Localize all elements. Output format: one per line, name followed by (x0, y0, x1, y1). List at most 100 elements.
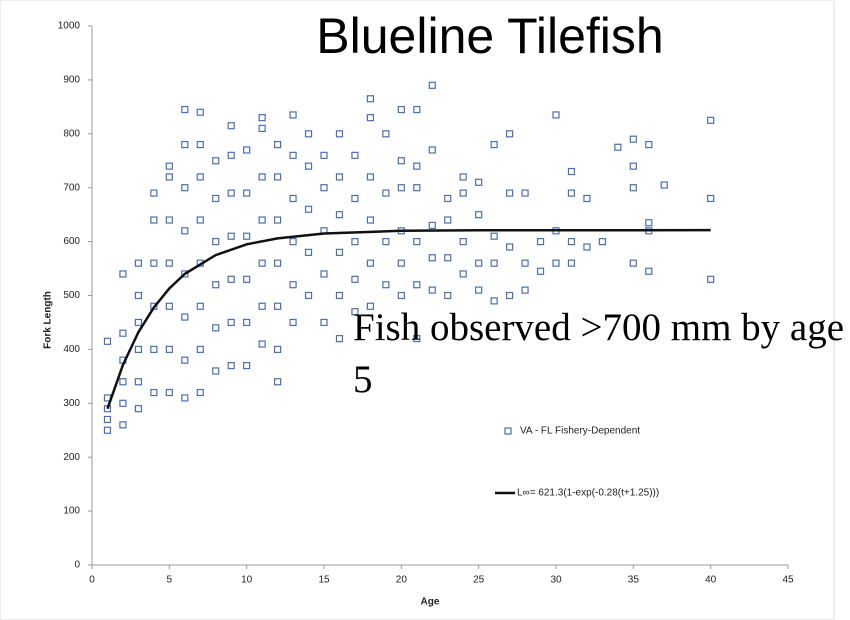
x-tick-label: 35 (628, 575, 640, 586)
data-point (258, 216, 266, 224)
data-point (258, 259, 266, 267)
data-point (274, 302, 282, 310)
data-point (304, 130, 313, 138)
data-point (289, 111, 297, 119)
data-point (289, 238, 297, 246)
data-point (258, 302, 266, 310)
data-point (196, 302, 204, 310)
data-point (181, 356, 189, 364)
data-point (413, 105, 421, 114)
data-point (134, 291, 142, 300)
data-point (165, 259, 173, 267)
data-point (366, 259, 374, 267)
x-tick-label: 25 (473, 575, 485, 586)
data-point (351, 275, 359, 283)
data-point (119, 399, 127, 407)
data-point (181, 227, 189, 235)
y-tick-label: 200 (63, 452, 80, 463)
data-point (366, 173, 374, 181)
data-point (428, 146, 436, 154)
x-tick-label: 15 (318, 575, 330, 586)
y-tick-label: 400 (63, 344, 80, 355)
data-point (227, 122, 235, 130)
data-point (444, 254, 452, 262)
data-point (413, 281, 421, 289)
data-point (320, 318, 328, 327)
data-point (475, 259, 483, 267)
data-point (475, 178, 483, 186)
data-point (397, 105, 405, 114)
data-point (227, 232, 235, 240)
data-point (382, 189, 390, 197)
annotation: Fish observed >700 mm by age 5 (353, 306, 845, 401)
data-point (397, 259, 405, 267)
data-point (304, 291, 313, 300)
data-point (243, 361, 251, 370)
data-point (196, 140, 204, 149)
data-point (289, 281, 297, 289)
y-tick-label: 900 (63, 75, 80, 86)
data-point (304, 205, 313, 213)
data-point (459, 173, 467, 181)
data-point (506, 243, 514, 251)
data-point (536, 267, 545, 275)
data-point (428, 221, 436, 230)
data-point (274, 378, 282, 386)
data-point (459, 270, 467, 278)
data-point (134, 259, 142, 267)
data-point (274, 173, 282, 181)
data-point (165, 302, 173, 310)
data-point (150, 216, 158, 224)
data-point (181, 313, 189, 321)
data-point (506, 130, 514, 138)
legend-marker (504, 427, 512, 435)
data-point (382, 238, 390, 246)
data-point (227, 318, 235, 327)
data-point (459, 238, 467, 246)
data-point (506, 189, 514, 197)
data-point (243, 232, 251, 240)
data-point (428, 254, 436, 262)
data-point (227, 151, 235, 159)
y-tick-label: 600 (63, 236, 80, 247)
data-point (490, 140, 498, 149)
data-point (490, 297, 498, 305)
y-tick-label: 700 (63, 182, 80, 193)
chart-title: Blueline Tilefish (316, 8, 663, 64)
data-point (335, 130, 344, 138)
data-point (645, 267, 653, 275)
y-tick-label: 800 (63, 128, 80, 139)
data-point (335, 248, 344, 256)
data-point (258, 173, 266, 181)
data-point (134, 345, 142, 353)
data-point (274, 345, 282, 353)
data-point (258, 124, 266, 133)
data-point (335, 211, 344, 219)
data-point (521, 286, 529, 294)
data-point (274, 140, 282, 149)
x-tick-label: 30 (550, 575, 562, 586)
data-point (366, 302, 374, 310)
data-point (320, 270, 328, 278)
data-point (196, 108, 204, 116)
data-point (397, 157, 405, 165)
data-point (521, 189, 529, 197)
y-tick-label: 100 (63, 506, 80, 517)
data-point (351, 151, 359, 159)
data-point (707, 194, 715, 203)
data-point (196, 173, 204, 181)
data-point (413, 162, 421, 170)
data-point (629, 184, 637, 192)
x-tick-label: 20 (396, 575, 408, 586)
data-point (552, 111, 560, 119)
data-point (397, 184, 405, 192)
data-point (181, 394, 189, 402)
data-point (134, 405, 142, 413)
data-point (366, 95, 374, 103)
data-point (567, 167, 576, 176)
data-point (382, 281, 390, 289)
data-point (629, 259, 637, 267)
data-point (165, 216, 173, 224)
data-point (196, 345, 204, 353)
